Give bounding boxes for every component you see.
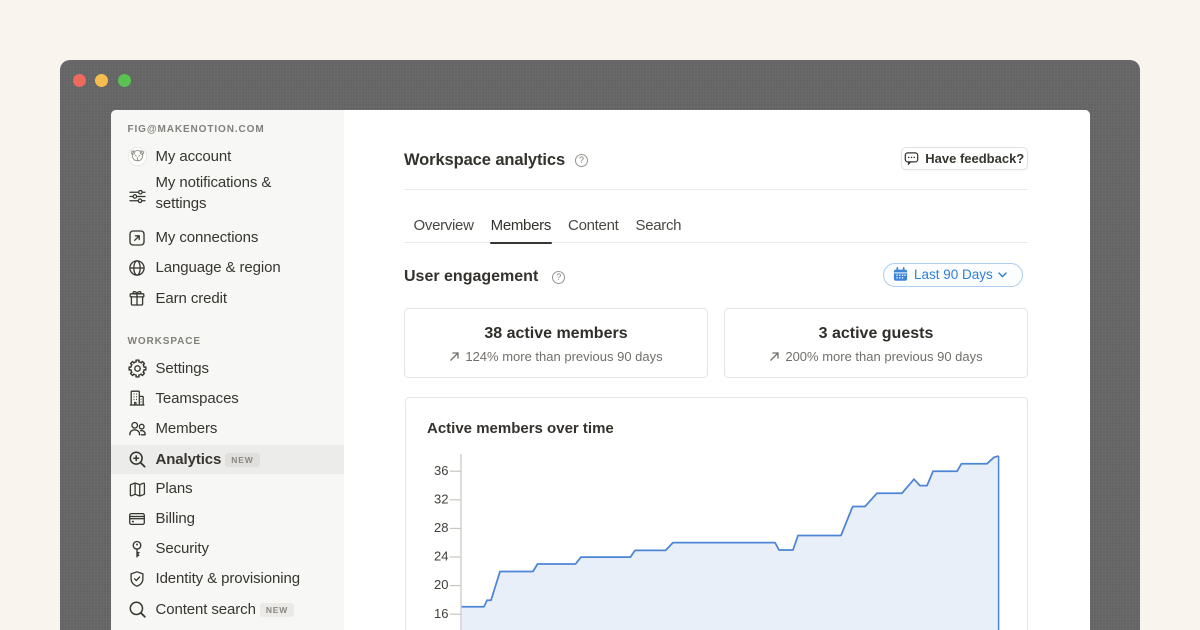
svg-text:28: 28 [434, 520, 448, 535]
svg-text:36: 36 [434, 463, 448, 478]
svg-text:32: 32 [434, 491, 448, 506]
svg-text:20: 20 [434, 577, 448, 592]
svg-text:24: 24 [434, 549, 448, 564]
svg-text:16: 16 [434, 606, 448, 621]
